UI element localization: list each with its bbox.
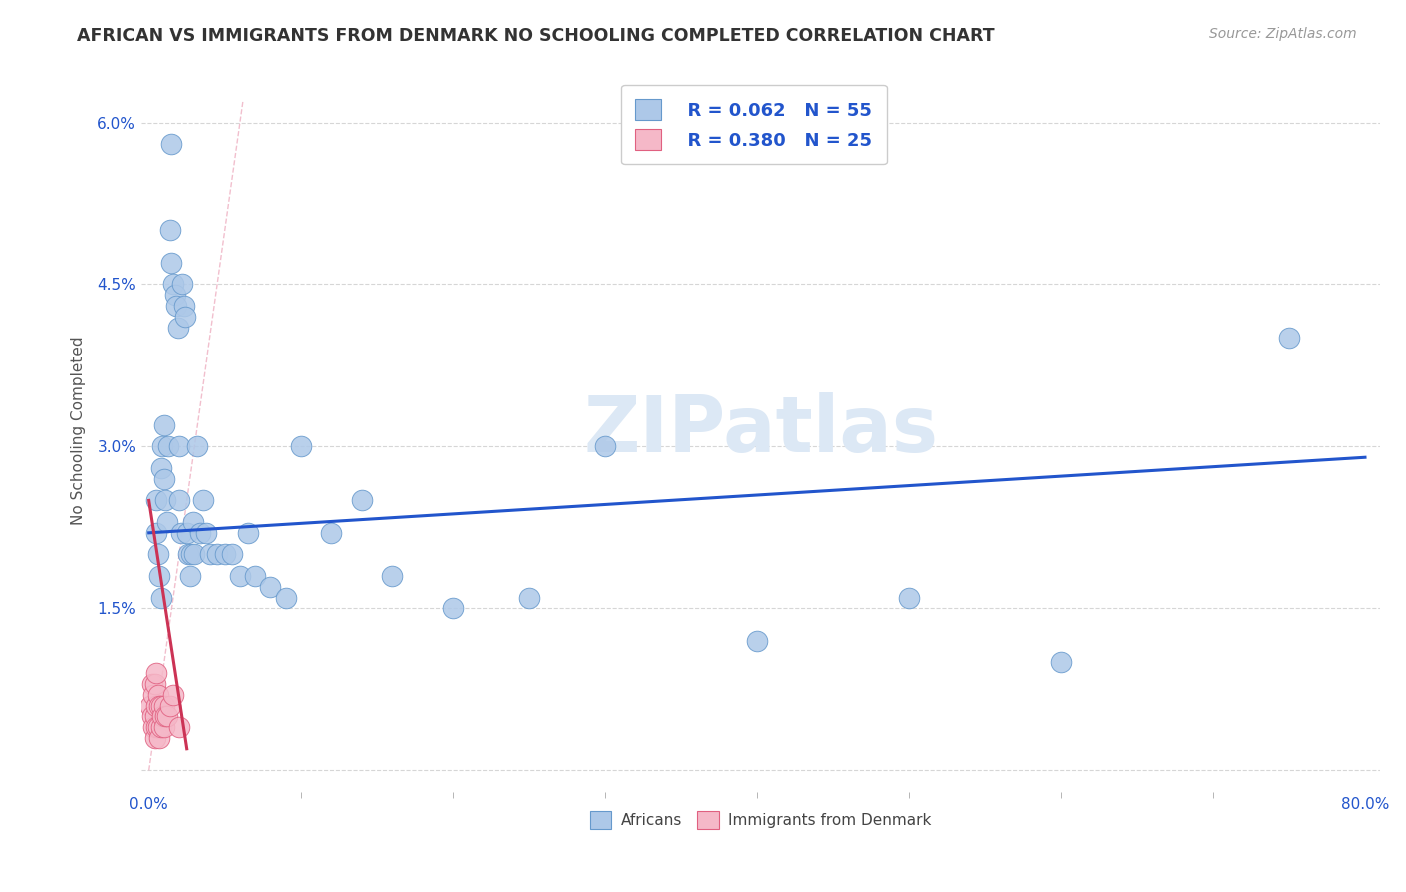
Point bbox=[183, 548, 205, 562]
Point bbox=[441, 601, 464, 615]
Point bbox=[143, 677, 166, 691]
Point bbox=[156, 709, 179, 723]
Point bbox=[149, 591, 172, 605]
Point bbox=[148, 569, 170, 583]
Point bbox=[160, 256, 183, 270]
Point bbox=[153, 417, 176, 432]
Point bbox=[897, 591, 920, 605]
Point bbox=[1278, 331, 1301, 345]
Point bbox=[166, 320, 188, 334]
Point bbox=[160, 137, 183, 152]
Point bbox=[145, 698, 167, 713]
Point bbox=[167, 439, 190, 453]
Point bbox=[205, 548, 228, 562]
Point bbox=[180, 548, 202, 562]
Point bbox=[145, 720, 167, 734]
Point bbox=[153, 472, 176, 486]
Legend: Africans, Immigrants from Denmark: Africans, Immigrants from Denmark bbox=[583, 805, 938, 835]
Point bbox=[155, 709, 177, 723]
Point bbox=[165, 299, 187, 313]
Point bbox=[139, 698, 162, 713]
Point bbox=[186, 439, 208, 453]
Point bbox=[381, 569, 404, 583]
Point bbox=[153, 720, 176, 734]
Point bbox=[176, 525, 198, 540]
Point bbox=[148, 698, 170, 713]
Point bbox=[1050, 656, 1073, 670]
Point bbox=[195, 525, 218, 540]
Point bbox=[146, 688, 169, 702]
Point bbox=[150, 439, 173, 453]
Point bbox=[143, 731, 166, 745]
Point bbox=[173, 299, 195, 313]
Point bbox=[259, 580, 281, 594]
Point bbox=[274, 591, 297, 605]
Point bbox=[179, 569, 201, 583]
Point bbox=[143, 709, 166, 723]
Point bbox=[221, 548, 243, 562]
Point bbox=[146, 548, 169, 562]
Point bbox=[167, 720, 190, 734]
Point bbox=[593, 439, 616, 453]
Point bbox=[142, 688, 165, 702]
Point bbox=[145, 493, 167, 508]
Point bbox=[236, 525, 259, 540]
Text: AFRICAN VS IMMIGRANTS FROM DENMARK NO SCHOOLING COMPLETED CORRELATION CHART: AFRICAN VS IMMIGRANTS FROM DENMARK NO SC… bbox=[77, 27, 995, 45]
Point bbox=[145, 666, 167, 681]
Point bbox=[350, 493, 373, 508]
Point bbox=[157, 439, 180, 453]
Text: Source: ZipAtlas.com: Source: ZipAtlas.com bbox=[1209, 27, 1357, 41]
Point bbox=[163, 288, 186, 302]
Point bbox=[156, 515, 179, 529]
Point bbox=[149, 720, 172, 734]
Point bbox=[745, 633, 768, 648]
Point bbox=[162, 688, 184, 702]
Point bbox=[193, 493, 215, 508]
Point bbox=[153, 698, 176, 713]
Point bbox=[155, 493, 177, 508]
Point bbox=[167, 493, 190, 508]
Point bbox=[162, 277, 184, 292]
Point bbox=[149, 461, 172, 475]
Point bbox=[517, 591, 540, 605]
Point bbox=[146, 720, 169, 734]
Point bbox=[243, 569, 266, 583]
Point bbox=[141, 709, 163, 723]
Point bbox=[142, 720, 165, 734]
Point bbox=[214, 548, 236, 562]
Point bbox=[177, 548, 200, 562]
Point bbox=[149, 698, 172, 713]
Point bbox=[190, 525, 212, 540]
Point bbox=[321, 525, 343, 540]
Text: ZIPatlas: ZIPatlas bbox=[583, 392, 938, 468]
Point bbox=[229, 569, 252, 583]
Point bbox=[159, 223, 181, 237]
Point bbox=[141, 677, 163, 691]
Y-axis label: No Schooling Completed: No Schooling Completed bbox=[72, 336, 86, 524]
Point bbox=[169, 525, 191, 540]
Point bbox=[145, 525, 167, 540]
Point bbox=[172, 277, 194, 292]
Point bbox=[159, 698, 181, 713]
Point bbox=[181, 515, 204, 529]
Point bbox=[198, 548, 221, 562]
Point bbox=[290, 439, 312, 453]
Point bbox=[174, 310, 197, 324]
Point bbox=[148, 731, 170, 745]
Point bbox=[150, 709, 173, 723]
